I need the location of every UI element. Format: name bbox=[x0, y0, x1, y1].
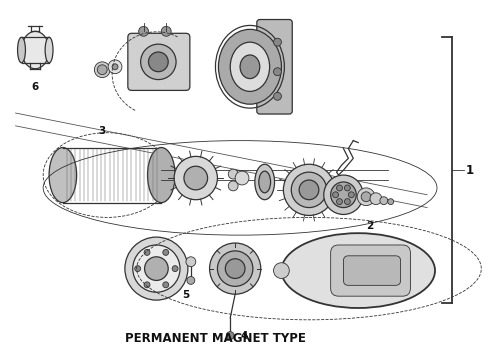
Circle shape bbox=[388, 199, 393, 204]
Circle shape bbox=[337, 185, 343, 191]
Circle shape bbox=[337, 199, 343, 204]
Circle shape bbox=[228, 169, 238, 179]
Text: 1: 1 bbox=[466, 164, 474, 177]
Ellipse shape bbox=[141, 44, 176, 80]
Text: 5: 5 bbox=[182, 290, 190, 300]
Circle shape bbox=[174, 156, 218, 200]
Circle shape bbox=[163, 282, 169, 288]
Circle shape bbox=[125, 237, 188, 300]
Circle shape bbox=[333, 192, 339, 198]
Ellipse shape bbox=[219, 30, 281, 104]
Text: 2: 2 bbox=[367, 221, 374, 231]
Circle shape bbox=[283, 164, 335, 215]
Circle shape bbox=[348, 192, 354, 198]
Text: 3: 3 bbox=[98, 126, 106, 136]
Circle shape bbox=[218, 251, 253, 286]
FancyBboxPatch shape bbox=[331, 245, 411, 296]
Text: PERMANENT MAGNET TYPE: PERMANENT MAGNET TYPE bbox=[125, 332, 306, 345]
Ellipse shape bbox=[18, 37, 25, 63]
Ellipse shape bbox=[22, 31, 49, 69]
Circle shape bbox=[273, 263, 289, 278]
Circle shape bbox=[273, 38, 281, 46]
Circle shape bbox=[163, 249, 169, 255]
Circle shape bbox=[186, 257, 196, 267]
Circle shape bbox=[331, 182, 356, 208]
Text: 6: 6 bbox=[32, 82, 39, 91]
Circle shape bbox=[228, 181, 238, 191]
Circle shape bbox=[226, 332, 234, 339]
FancyBboxPatch shape bbox=[257, 19, 292, 114]
Circle shape bbox=[144, 249, 150, 255]
FancyBboxPatch shape bbox=[128, 33, 190, 90]
Circle shape bbox=[361, 192, 371, 202]
Circle shape bbox=[161, 26, 171, 36]
Ellipse shape bbox=[255, 164, 274, 200]
Circle shape bbox=[324, 175, 363, 215]
Ellipse shape bbox=[240, 55, 260, 78]
Circle shape bbox=[112, 64, 118, 70]
Circle shape bbox=[172, 266, 178, 271]
Circle shape bbox=[344, 185, 350, 191]
Ellipse shape bbox=[230, 42, 270, 91]
Circle shape bbox=[144, 282, 150, 288]
Circle shape bbox=[370, 193, 382, 204]
Circle shape bbox=[235, 171, 249, 185]
Circle shape bbox=[273, 68, 281, 76]
Ellipse shape bbox=[147, 148, 175, 203]
Ellipse shape bbox=[259, 171, 270, 193]
Ellipse shape bbox=[49, 148, 76, 203]
Circle shape bbox=[184, 166, 208, 190]
Ellipse shape bbox=[45, 37, 53, 63]
Circle shape bbox=[299, 180, 319, 200]
Circle shape bbox=[139, 26, 148, 36]
Circle shape bbox=[210, 243, 261, 294]
Ellipse shape bbox=[148, 52, 168, 72]
Circle shape bbox=[225, 259, 245, 278]
Circle shape bbox=[108, 60, 122, 74]
Circle shape bbox=[133, 245, 180, 292]
Circle shape bbox=[357, 188, 375, 206]
Circle shape bbox=[135, 266, 141, 271]
Ellipse shape bbox=[281, 233, 435, 308]
Text: 4: 4 bbox=[240, 330, 247, 341]
Circle shape bbox=[98, 65, 107, 75]
Circle shape bbox=[273, 93, 281, 100]
Circle shape bbox=[145, 257, 168, 280]
Circle shape bbox=[291, 172, 327, 208]
FancyBboxPatch shape bbox=[343, 256, 400, 285]
Circle shape bbox=[344, 199, 350, 204]
Ellipse shape bbox=[95, 62, 110, 78]
Circle shape bbox=[380, 197, 388, 204]
Circle shape bbox=[187, 276, 195, 284]
